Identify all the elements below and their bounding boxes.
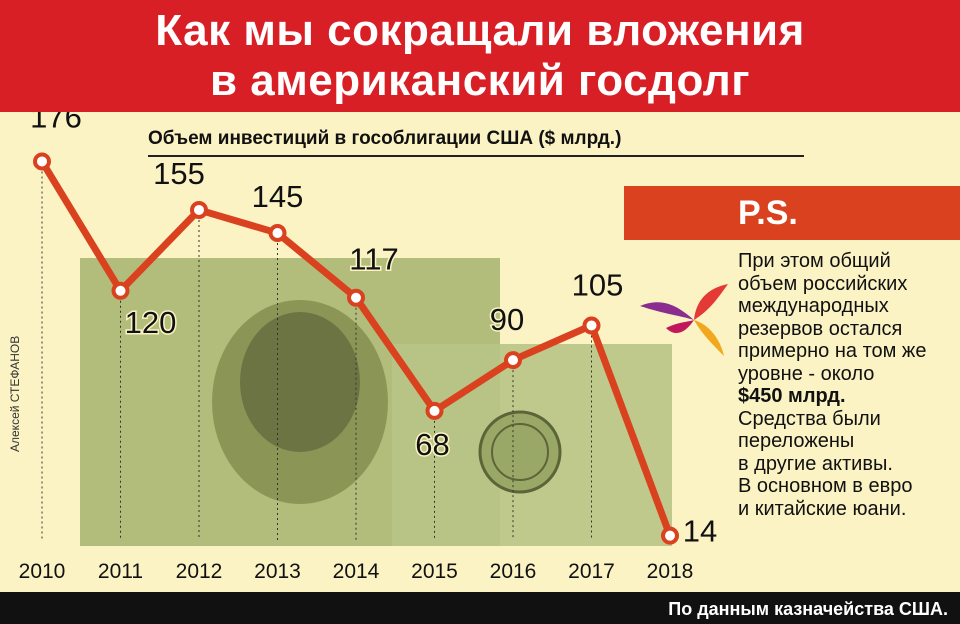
- data-point: [504, 351, 522, 370]
- chart-subtitle: Объем инвестиций в гособлигации США ($ м…: [148, 128, 622, 149]
- x-tick-label: 2016: [490, 560, 537, 583]
- x-tick-label: 2018: [647, 560, 694, 583]
- title-line-1: Как мы сокращали вложения: [155, 6, 805, 55]
- x-tick-label: 2014: [333, 560, 380, 583]
- ps-line: примерно на том же: [738, 340, 927, 362]
- ps-line: международных: [738, 295, 889, 317]
- author-credit: Алексей СТЕФАНОВ: [8, 335, 22, 452]
- data-point: [33, 152, 51, 171]
- x-tick-label: 2015: [411, 560, 458, 583]
- ps-line: переложены: [738, 430, 855, 452]
- ps-highlight: $450 млрд.: [738, 385, 846, 407]
- page-title: Как мы сокращали вложения в американский…: [0, 6, 960, 106]
- title-line-2: в американский госдолг: [209, 56, 751, 105]
- ps-line: При этом общий: [738, 250, 891, 272]
- ps-label: P.S.: [738, 194, 798, 232]
- footer-bar: [0, 592, 960, 624]
- data-point: [582, 316, 601, 335]
- dollar-bill-image: [80, 258, 672, 546]
- ps-line: объем российских: [738, 272, 908, 295]
- ps-line: В основном в евро: [738, 475, 913, 497]
- ps-line: и китайские юани.: [738, 497, 907, 520]
- data-point: [111, 281, 130, 300]
- data-point: [425, 401, 444, 420]
- ps-banner: [624, 186, 960, 240]
- data-point: [268, 224, 287, 243]
- data-label: 14: [683, 514, 717, 549]
- x-tick-label: 2013: [254, 560, 301, 583]
- subtitle-underline: [148, 155, 804, 157]
- x-tick-label: 2012: [176, 560, 223, 583]
- x-axis-ticks: 2010 2011 2012 2013 2014 2015 2016 2017 2018: [19, 560, 694, 583]
- ps-line: уровне - около: [738, 362, 875, 385]
- data-label: 120: [125, 305, 177, 340]
- data-label: 145: [252, 179, 304, 214]
- bird-logo-icon: [640, 284, 728, 356]
- data-label: 68: [415, 427, 449, 462]
- ps-line: резервов остался: [738, 317, 903, 340]
- ps-line: Средства были: [738, 407, 881, 430]
- data-label: 90: [490, 302, 524, 337]
- ps-text-block: При этом общий объем российских междунар…: [738, 250, 958, 520]
- x-tick-label: 2017: [568, 560, 615, 583]
- data-label: 176: [30, 112, 82, 134]
- data-label: 105: [572, 267, 624, 302]
- x-tick-label: 2010: [19, 560, 66, 583]
- ps-line: в другие активы.: [738, 452, 893, 475]
- source-note: По данным казначейства США.: [668, 599, 948, 619]
- x-tick-label: 2011: [98, 560, 143, 583]
- data-labels: 176 120 155 145 117 68 90 105 14: [29, 112, 719, 550]
- data-point: [661, 526, 679, 545]
- header-banner: [0, 0, 960, 112]
- data-point: [347, 288, 365, 307]
- data-label: 155: [153, 156, 205, 191]
- data-points: [33, 152, 679, 545]
- data-point: [190, 200, 208, 219]
- data-label: 117: [349, 242, 398, 277]
